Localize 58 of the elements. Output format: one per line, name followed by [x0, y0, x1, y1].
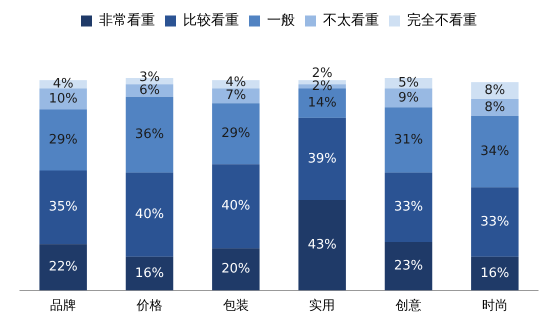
bar: [126, 256, 174, 290]
data-label: 33%: [394, 200, 423, 215]
bar: [384, 107, 432, 173]
data-label: 2%: [312, 66, 332, 81]
legend-label: 不太看重: [323, 12, 379, 29]
data-label: 4%: [52, 76, 74, 92]
data-label: 4%: [226, 75, 246, 90]
bar: [298, 118, 346, 200]
bar: [471, 116, 519, 188]
bar: [384, 172, 432, 242]
data-label: 29%: [221, 126, 250, 142]
data-label: 23%: [394, 258, 423, 274]
data-label: 40%: [135, 207, 164, 222]
data-label: 7%: [226, 88, 246, 104]
data-label: 3%: [139, 70, 160, 85]
bar: [212, 248, 260, 290]
data-label: 29%: [48, 132, 78, 148]
data-label: 33%: [480, 214, 510, 230]
data-label: 8%: [484, 100, 506, 115]
data-label: 5%: [398, 76, 419, 91]
data-label: 14%: [308, 96, 337, 111]
data-label: 40%: [221, 198, 250, 214]
legend-label: 比较看重: [183, 12, 239, 29]
data-label: 43%: [308, 238, 337, 253]
data-label: 35%: [48, 200, 78, 215]
data-label: 36%: [135, 127, 164, 142]
x-tick-label: 时尚: [482, 298, 508, 314]
legend-label: 完全不看重: [407, 12, 477, 29]
x-tick-label: 品牌: [50, 298, 76, 314]
bar: [212, 164, 260, 248]
data-label: 10%: [48, 91, 78, 106]
x-tick-label: 创意: [396, 298, 422, 314]
data-label: 16%: [480, 266, 510, 281]
data-label: 22%: [48, 260, 78, 275]
data-label: 9%: [398, 90, 419, 106]
bar: [39, 170, 87, 244]
bar: [298, 200, 346, 290]
bar: [126, 172, 174, 257]
legend-label: 一般: [267, 12, 295, 29]
legend-label: 非常看重: [99, 12, 155, 29]
data-label: 20%: [221, 262, 250, 277]
data-label: 2%: [312, 78, 332, 94]
data-label: 8%: [484, 82, 506, 98]
data-label: 6%: [139, 82, 160, 98]
bar: [39, 110, 87, 171]
data-label: 39%: [308, 151, 337, 166]
bar: [212, 103, 260, 164]
x-tick-label: 价格: [136, 298, 162, 314]
bar: [39, 244, 87, 290]
bar: [471, 256, 519, 290]
data-label: 34%: [480, 144, 510, 159]
data-label: 16%: [135, 266, 164, 281]
bar: [384, 242, 432, 290]
x-tick-label: 实用: [309, 298, 336, 314]
x-tick-label: 包装: [222, 298, 249, 314]
bar: [126, 96, 174, 173]
data-label: 31%: [394, 132, 423, 148]
bar: [471, 187, 519, 257]
